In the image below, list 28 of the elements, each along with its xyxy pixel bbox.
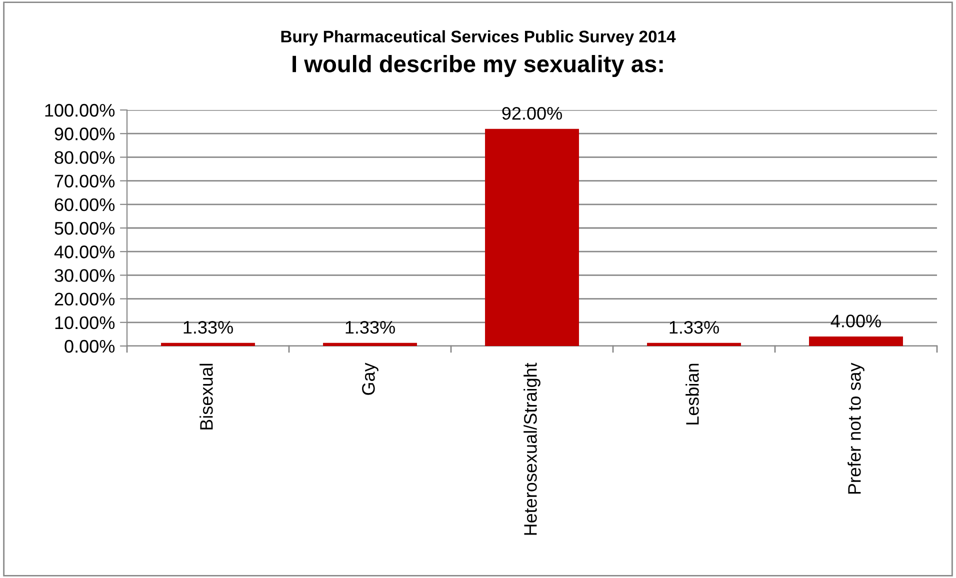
bar	[485, 128, 579, 346]
bar	[161, 342, 255, 346]
y-tick-label: 50.00%	[54, 222, 115, 235]
data-label: 4.00%	[830, 314, 881, 328]
y-tick-label: 90.00%	[54, 128, 115, 140]
data-label: 1.33%	[346, 320, 395, 334]
y-tick-label: 40.00%	[54, 246, 115, 258]
x-tick-label: Bisexual	[200, 364, 213, 430]
y-tick-label: 0.00%	[64, 340, 115, 353]
x-tick-label: Heterosexual/Straight	[524, 362, 540, 535]
chart-subtitle: I would describe my sexuality as:	[292, 54, 663, 78]
y-tick-label: 10.00%	[55, 316, 115, 330]
data-label: 1.33%	[670, 320, 719, 334]
bar	[647, 342, 741, 346]
bar	[809, 336, 903, 346]
y-tick-label: 70.00%	[54, 174, 115, 188]
y-tick-label: 60.00%	[54, 198, 115, 212]
x-tick-label: Gay	[362, 362, 378, 395]
y-tick-label: 20.00%	[54, 292, 115, 306]
data-label: 1.33%	[184, 320, 233, 334]
x-tick-label: Prefer not to say	[848, 362, 864, 494]
y-tick-label: 30.00%	[54, 269, 115, 282]
bar	[323, 342, 417, 346]
chart-title: Bury Pharmaceutical Services Public Survey 2014	[281, 30, 676, 46]
data-label: 92.00%	[502, 106, 562, 120]
x-tick-label: Lesbian	[686, 364, 699, 424]
y-tick-label: 100.00%	[45, 104, 115, 117]
y-tick-label: 80.00%	[54, 151, 115, 164]
